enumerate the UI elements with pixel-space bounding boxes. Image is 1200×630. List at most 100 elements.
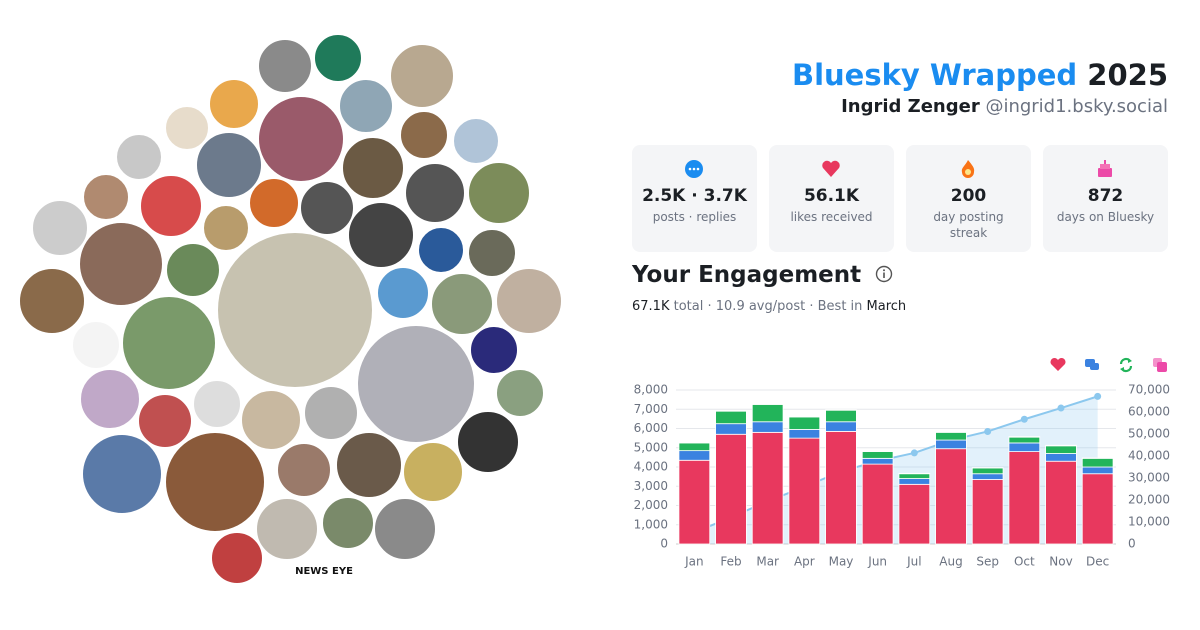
avatar [303, 385, 359, 441]
bar-segment [678, 459, 711, 545]
y2-tick-label: 50,000 [1128, 427, 1170, 441]
section-title: Your Engagement [632, 262, 893, 288]
avatar [373, 497, 437, 561]
bar-segment [715, 433, 747, 545]
bar-segment [898, 473, 931, 479]
line-point [1057, 404, 1065, 412]
bar-segment [1045, 460, 1077, 545]
avatar [255, 497, 319, 561]
y-tick-label: 8,000 [634, 383, 668, 397]
line-point [984, 427, 992, 435]
summary-avg: 10.9 avg/post · [715, 299, 814, 314]
avatar [31, 199, 89, 257]
stat-value: 56.1K [803, 186, 860, 206]
bar-segment [861, 463, 894, 545]
avatar [399, 110, 449, 160]
avatar [115, 133, 163, 181]
bar-segment [971, 473, 1004, 480]
chart: 0 1,000 2,000 3,000 4,000 5,000 6,000 7,000 8,00… [634, 357, 1170, 569]
avatar [402, 441, 464, 503]
stat-label: days on Bluesky [1056, 210, 1155, 224]
x-tick-label: Sep [976, 555, 999, 569]
avatar [495, 368, 545, 418]
avatar [78, 221, 164, 307]
avatar [404, 162, 466, 224]
x-tick-label: Jul [906, 555, 921, 569]
avatar [335, 431, 403, 499]
bar-segment [935, 439, 967, 450]
bar-segment [861, 457, 894, 465]
avatar [202, 204, 250, 252]
section-title-text: Your Engagement [632, 262, 862, 288]
x-tick-label: Dec [1086, 555, 1109, 569]
avatar [356, 324, 476, 444]
y2-tick-label: 10,000 [1128, 515, 1170, 529]
avatar [82, 173, 130, 221]
line-point [1020, 415, 1028, 423]
line-point [1094, 392, 1102, 400]
stat-card: 200 day posting streak [906, 145, 1031, 252]
stat-card: 56.1K likes received [769, 145, 894, 252]
x-tick-label: Mar [756, 555, 779, 569]
bar-segment [898, 483, 931, 545]
x-tick-label: Aug [939, 555, 962, 569]
avatar [137, 393, 193, 449]
y-tick-label: 7,000 [634, 402, 668, 416]
icon [822, 160, 840, 177]
bar-segment [1081, 466, 1114, 475]
icon [961, 160, 975, 178]
stat-value: 872 [1087, 186, 1124, 206]
x-tick-label: Apr [794, 555, 815, 569]
avatar [376, 266, 430, 320]
y2-tick-label: 0 [1128, 537, 1136, 551]
avatar [276, 442, 332, 498]
avatar [79, 368, 141, 430]
avatar [341, 136, 405, 200]
avatar [208, 78, 260, 130]
bar-segment [1008, 436, 1041, 438]
stat-label: posts · replies [652, 210, 737, 224]
avatar [18, 267, 86, 335]
bar-segment [715, 423, 747, 435]
bar-segment [1008, 451, 1041, 545]
summary-best: March [866, 299, 907, 314]
avatar [139, 174, 203, 238]
line-point [910, 449, 918, 457]
legend-icon[interactable] [1085, 359, 1099, 370]
bar-segment [898, 478, 931, 485]
bar-segment [825, 409, 857, 411]
y2-tick-label: 40,000 [1128, 449, 1170, 463]
avatar [165, 242, 221, 298]
avatar [240, 389, 302, 451]
bar-segment [788, 416, 821, 430]
bar-segment [751, 431, 784, 545]
avatar [257, 38, 313, 94]
avatar [389, 43, 455, 109]
avatar [81, 433, 163, 515]
x-tick-label: Jan [684, 555, 704, 569]
bar-segment [1008, 436, 1041, 444]
y2-tick-label: 70,000 [1128, 383, 1170, 397]
bar-segment [751, 421, 784, 433]
title: Bluesky Wrapped 2025 [792, 58, 1168, 92]
bar-segment [788, 415, 821, 418]
avatar [313, 33, 363, 83]
y-tick-label: 1,000 [634, 517, 668, 531]
info-icon[interactable] [875, 265, 893, 283]
bar-segment [825, 430, 857, 545]
bar-segment [971, 467, 1004, 475]
bar-segment [1045, 444, 1077, 447]
stat-card: 872 days on Bluesky [1043, 145, 1168, 252]
legend-icon[interactable] [1119, 357, 1133, 373]
legend-icon[interactable] [1153, 358, 1167, 372]
avatar [257, 95, 345, 183]
summary-total: 67.1K [632, 299, 670, 314]
avatar [299, 180, 355, 236]
user: Ingrid Zenger @ingrid1.bsky.social [841, 96, 1168, 117]
legend-icon[interactable] [1050, 357, 1066, 371]
y2-tick-label: 20,000 [1128, 493, 1170, 507]
avatar-cluster: NEWS EYE [18, 33, 563, 585]
avatar [347, 201, 415, 269]
y-tick-label: 2,000 [634, 498, 668, 512]
